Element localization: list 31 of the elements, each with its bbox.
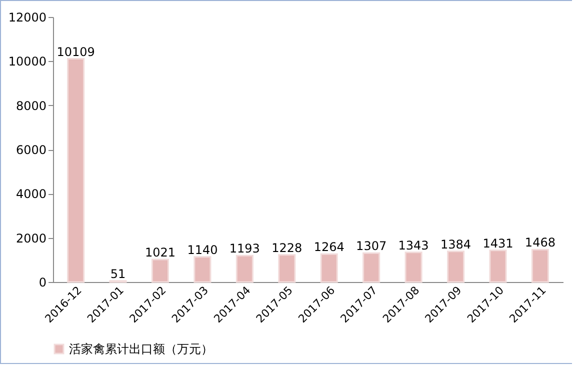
data-label: 10109 [56,44,95,59]
bar [362,252,380,283]
data-label: 1140 [187,242,218,257]
data-label: 1384 [440,237,472,252]
y-tick-label: 2000 [16,231,46,246]
bar [194,256,212,283]
data-label: 1343 [398,238,429,252]
data-label: 1307 [356,239,387,254]
y-tick-label: 8000 [16,98,46,113]
bar [404,252,422,283]
data-label: 1021 [144,245,176,260]
y-tick-label: 12000 [8,10,46,24]
bar [278,254,296,283]
bar [67,58,85,283]
data-label: 51 [110,266,126,281]
bar [489,250,507,283]
bar [531,248,549,283]
data-label: 1193 [229,242,260,256]
data-label: 1264 [314,240,344,254]
bar [320,253,338,283]
y-tick-label: 10000 [8,54,46,69]
bar [236,254,254,283]
y-tick-label: 4000 [16,187,46,202]
bar [151,258,170,283]
data-label: 1228 [272,240,302,255]
bar [446,250,465,283]
data-label: 1431 [482,236,514,250]
y-tick-label: 6000 [16,143,46,157]
y-tick-label: 0 [38,276,46,290]
legend-label: 活家禽累计出口额（万元） [69,342,213,356]
data-label: 1468 [524,236,556,250]
